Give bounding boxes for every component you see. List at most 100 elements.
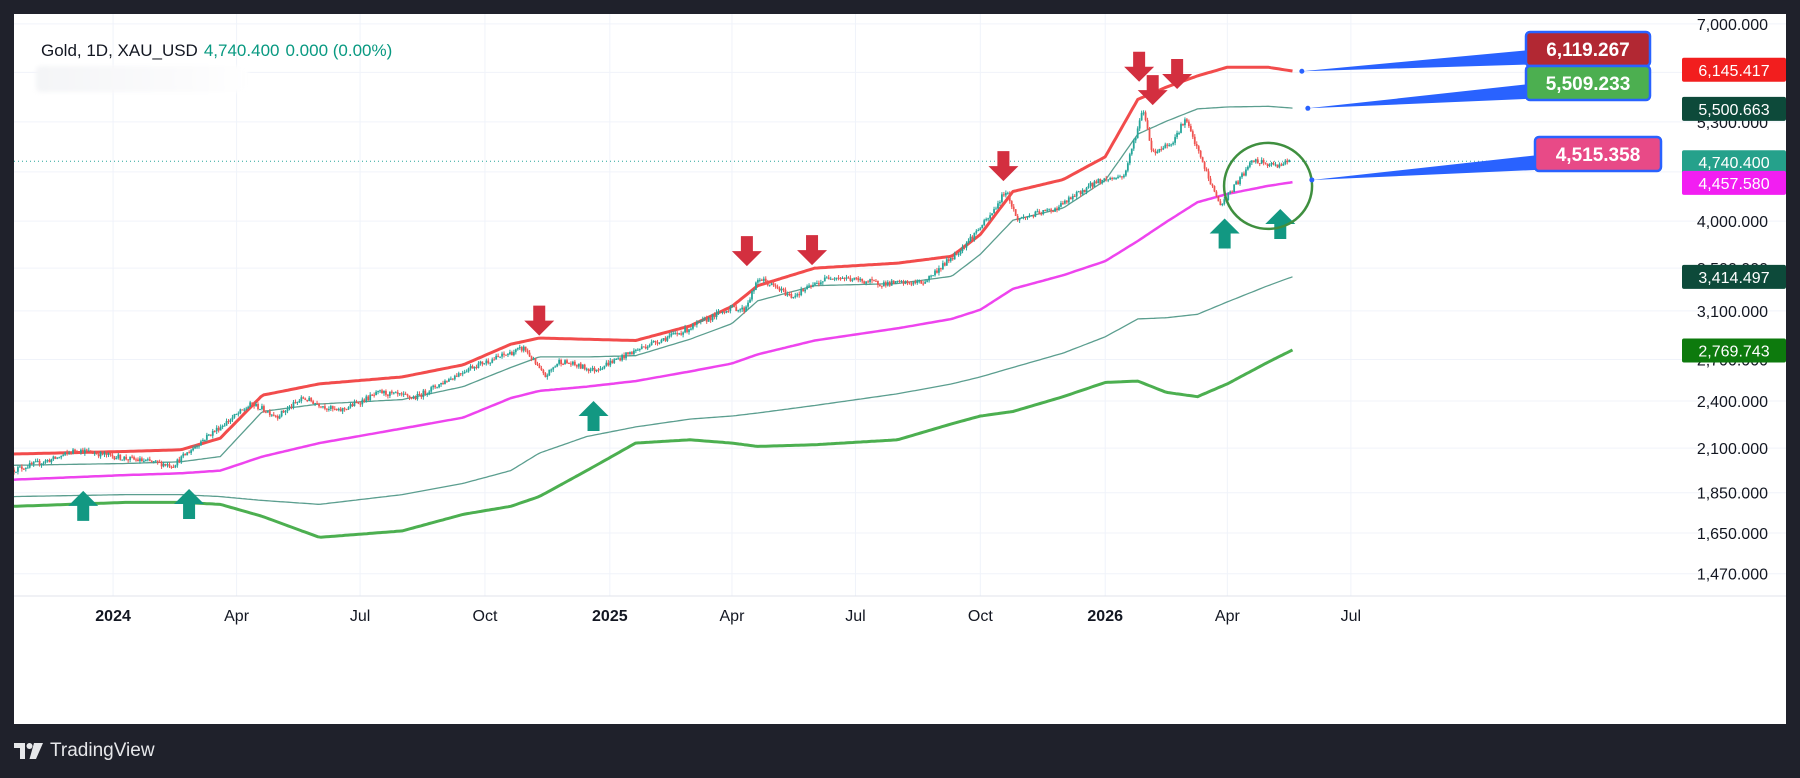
candle-body [357,402,360,404]
candle-body [154,460,157,462]
last-price: 4,740.400 [203,41,280,60]
symbol-name[interactable]: Gold, 1D, XAU_USD [41,41,198,60]
x-tick-label: Jul [350,608,370,625]
candle-body [426,393,429,395]
candle-body [816,283,818,285]
candle-body [85,449,88,451]
candle-body [955,253,958,255]
candle-body [455,375,458,377]
candle-body [424,390,427,395]
candle-body [1103,178,1106,180]
candle-body [512,352,515,356]
candle-body [341,408,344,412]
candle-body [491,359,494,363]
candle-body [770,283,773,285]
candle-body [843,277,846,279]
candle-body [19,466,21,468]
candle-body [943,263,946,266]
buy-arrow-icon [174,488,205,519]
candle-body [546,375,549,377]
candle-body [477,363,480,368]
candle-body [48,460,51,463]
candle-body [200,441,202,446]
candle-body [912,281,915,285]
candle-body [1213,186,1216,192]
candle-body [288,406,291,409]
candle-body [369,394,372,401]
candle-body [489,362,492,364]
candle-body [237,413,240,415]
candle-body [869,279,871,283]
candle-body [601,368,604,370]
candle-body [1170,144,1173,146]
candle-body [1048,209,1051,211]
candle-body [692,324,694,329]
sell-arrow-icon [1124,51,1155,82]
candle-body [542,370,545,374]
candle-body [993,209,995,214]
candle-body [1067,197,1070,203]
candle-body [595,369,598,372]
candle-body [205,434,208,440]
candle-body [1101,179,1104,183]
candle-body [609,360,612,366]
candle-body [758,279,761,281]
candle-body [1030,215,1033,217]
candle-body [709,317,712,321]
candle-body [451,378,454,380]
candle-body [241,409,244,411]
tradingview-branding[interactable]: TradingView [14,740,155,762]
candle-body [975,230,978,233]
candle-body [139,458,141,462]
candle-body [402,393,405,395]
candle-body [941,263,944,270]
candle-body [827,277,830,279]
candle-body [782,288,785,290]
candle-body [837,277,840,279]
candle-body [593,367,596,372]
candle-body [686,327,688,333]
candle-body [694,324,696,326]
candle-body [1079,191,1082,195]
candle-body [756,280,759,283]
candle-body [985,218,988,221]
candle-body [36,460,39,462]
candle-body [396,392,399,395]
candle-body [1209,178,1212,185]
candle-body [914,281,917,283]
candle-body [532,358,535,360]
candle-body [1020,217,1023,219]
candle-body [906,280,909,283]
candle-body [1107,179,1110,181]
candle-body [137,459,139,462]
candle-body [294,402,297,404]
candle-body [1186,119,1188,122]
candle-body [471,366,474,369]
x-tick-label: Apr [1215,608,1241,625]
candle-body [1217,196,1220,202]
candle-body [499,356,501,358]
candle-body [207,434,210,436]
candle-body [503,353,505,355]
price-label-text: 2,769.743 [1698,344,1769,361]
candle-body [940,268,942,270]
candle-body [272,414,275,416]
candle-body [44,460,47,463]
candle-body [819,282,822,285]
candle-body [617,358,620,360]
candle-body [910,283,913,285]
candle-body [934,270,936,276]
candle-body [672,333,675,335]
candle-body [400,393,403,395]
candle-body [607,362,610,366]
candle-body [536,363,539,366]
candle-body [682,332,685,335]
candle-body [1026,216,1029,218]
candle-body [1046,209,1049,211]
candle-body [886,282,889,286]
candle-body [644,346,647,349]
candle-body [276,416,279,419]
candle-body [810,285,812,287]
